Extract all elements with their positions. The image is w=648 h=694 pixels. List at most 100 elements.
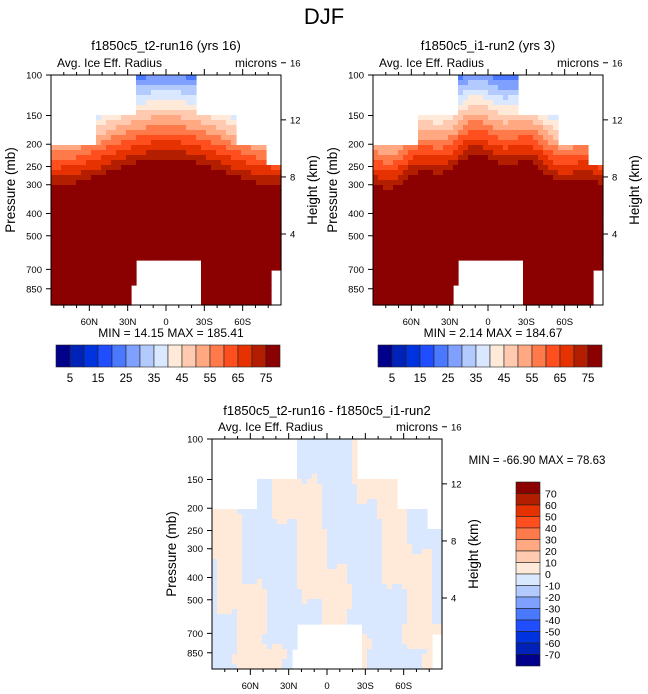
field-cell bbox=[262, 524, 268, 530]
field-cell bbox=[407, 609, 413, 615]
field-cell bbox=[86, 145, 92, 151]
field-cell bbox=[327, 469, 333, 475]
field-cell bbox=[488, 115, 494, 121]
field-cell bbox=[61, 295, 67, 301]
field-cell bbox=[428, 160, 434, 166]
field-cell bbox=[111, 280, 117, 286]
field-cell bbox=[578, 280, 584, 286]
field-cell bbox=[478, 235, 484, 241]
field-cell bbox=[282, 479, 288, 485]
field-cell bbox=[111, 120, 117, 126]
field-cell bbox=[402, 579, 408, 585]
field-cell bbox=[408, 260, 414, 266]
field-cell bbox=[377, 484, 383, 490]
field-cell bbox=[352, 489, 358, 495]
field-cell bbox=[433, 170, 439, 176]
field-cell bbox=[121, 185, 127, 191]
field-cell bbox=[398, 265, 404, 271]
field-cell bbox=[372, 594, 378, 600]
field-cell bbox=[383, 225, 389, 231]
field-cell bbox=[388, 205, 394, 211]
field-cell bbox=[211, 250, 217, 256]
field-cell bbox=[528, 175, 534, 181]
field-cell bbox=[548, 180, 554, 186]
field-cell bbox=[377, 539, 383, 545]
field-cell bbox=[251, 190, 257, 196]
field-cell bbox=[533, 120, 539, 126]
field-cell bbox=[266, 280, 272, 286]
field-cell bbox=[312, 469, 318, 475]
field-cell bbox=[116, 295, 122, 301]
field-cell bbox=[271, 170, 277, 176]
field-cell bbox=[402, 534, 408, 540]
colorbar-box bbox=[447, 344, 463, 368]
field-cell bbox=[322, 569, 328, 575]
field-cell bbox=[282, 639, 288, 645]
field-cell bbox=[443, 185, 449, 191]
field-cell bbox=[136, 250, 142, 256]
field-cell bbox=[417, 509, 423, 515]
field-cell bbox=[478, 250, 484, 256]
field-cell bbox=[56, 260, 62, 266]
field-cell bbox=[96, 275, 102, 281]
field-cell bbox=[252, 589, 258, 595]
field-cell bbox=[438, 125, 444, 131]
field-cell bbox=[217, 564, 223, 570]
field-cell bbox=[463, 235, 469, 241]
field-cell bbox=[81, 230, 87, 236]
field-cell bbox=[427, 614, 433, 620]
field-cell bbox=[247, 569, 253, 575]
field-cell bbox=[201, 145, 207, 151]
field-cell bbox=[493, 220, 499, 226]
field-cell bbox=[347, 609, 353, 615]
field-cell bbox=[231, 250, 237, 256]
field-cell bbox=[397, 604, 403, 610]
field-cell bbox=[121, 215, 127, 221]
field-cell bbox=[493, 75, 499, 81]
field-cell bbox=[473, 245, 479, 251]
field-cell bbox=[251, 250, 257, 256]
field-cell bbox=[468, 100, 474, 106]
y-tick-label: 850 bbox=[26, 284, 42, 295]
field-cell bbox=[272, 499, 278, 505]
field-cell bbox=[438, 165, 444, 171]
field-cell bbox=[231, 265, 237, 271]
field-cell bbox=[322, 519, 328, 525]
field-cell bbox=[488, 75, 494, 81]
field-cell bbox=[423, 205, 429, 211]
field-cell bbox=[267, 499, 273, 505]
field-cell bbox=[231, 140, 237, 146]
field-cell bbox=[433, 200, 439, 206]
field-cell bbox=[523, 155, 529, 161]
field-cell bbox=[393, 255, 399, 261]
field-cell bbox=[367, 524, 373, 530]
y-tick-label: 150 bbox=[26, 111, 42, 122]
field-cell bbox=[418, 225, 424, 231]
field-cell bbox=[136, 95, 142, 101]
field-cell bbox=[257, 589, 263, 595]
field-cell bbox=[523, 210, 529, 216]
field-cell bbox=[121, 300, 127, 306]
field-cell bbox=[266, 270, 272, 276]
field-cell bbox=[583, 180, 589, 186]
field-cell bbox=[357, 504, 363, 510]
field-cell bbox=[257, 629, 263, 635]
field-cell bbox=[237, 659, 243, 665]
field-cell bbox=[267, 574, 273, 580]
field-cell bbox=[252, 549, 258, 555]
field-cell bbox=[312, 604, 318, 610]
field-cell bbox=[101, 125, 107, 131]
field-cell bbox=[588, 185, 594, 191]
field-cell bbox=[398, 260, 404, 266]
field-cell bbox=[111, 185, 117, 191]
colorbar-box bbox=[559, 344, 575, 368]
field-cell bbox=[206, 175, 212, 181]
field-cell bbox=[261, 150, 267, 156]
field-cell bbox=[393, 280, 399, 286]
field-cell bbox=[367, 619, 373, 625]
field-cell bbox=[403, 285, 409, 291]
field-cell bbox=[221, 170, 227, 176]
field-cell bbox=[186, 135, 192, 141]
field-cell bbox=[463, 155, 469, 161]
panel-diff-title: f1850c5_t2-run16 - f1850c5_i1-run2 bbox=[223, 403, 431, 418]
